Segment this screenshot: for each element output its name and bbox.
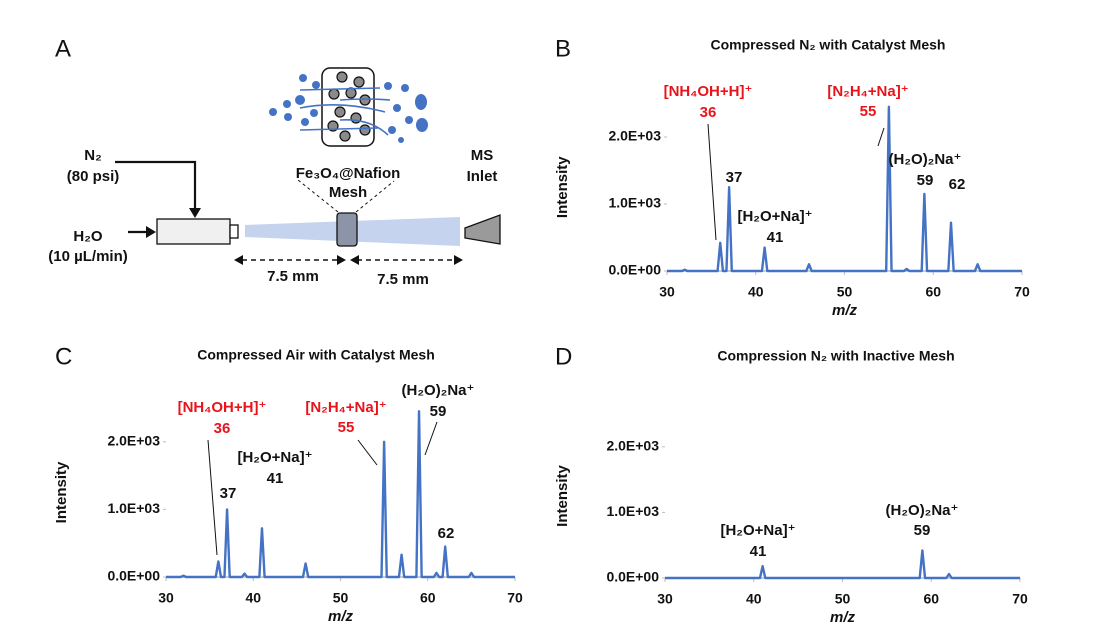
water-label: (10 µL/min): [48, 248, 127, 265]
peak-label: [H₂O+Na]⁺: [720, 522, 795, 539]
peak-label: 41: [267, 470, 284, 487]
zoom-lines: [297, 179, 395, 213]
peak-label: [N₂H₄+Na]⁺: [305, 399, 386, 416]
distance-label: 7.5 mm: [377, 271, 429, 288]
n2-label: (80 psi): [67, 168, 120, 185]
peak-label: [H₂O+Na]⁺: [737, 208, 812, 225]
peak-label: 41: [767, 229, 784, 246]
x-tick-label: 70: [507, 590, 523, 606]
x-tick-label: 60: [420, 590, 436, 606]
x-axis-label: m/z: [328, 608, 354, 625]
peak-label: 55: [860, 103, 877, 120]
y-axis-label: Intensity: [554, 465, 571, 527]
peak-label: [H₂O+Na]⁺: [237, 449, 312, 466]
y-tick-label: 2.0E+03: [107, 433, 160, 449]
peak-label: (H₂O)₂Na⁺: [886, 502, 959, 519]
x-tick-label: 30: [659, 284, 675, 300]
x-tick-label: 40: [748, 284, 764, 300]
x-tick-label: 60: [925, 284, 941, 300]
panel-letter: D: [555, 343, 572, 370]
chart-title: Compressed Air with Catalyst Mesh: [197, 347, 435, 363]
y-tick-label: 2.0E+03: [608, 128, 661, 144]
mesh: [336, 212, 358, 247]
water-label: H₂O: [73, 228, 102, 245]
y-axis-label: Intensity: [53, 461, 70, 523]
peak-label: 59: [430, 403, 447, 420]
panel-letter: C: [55, 343, 72, 370]
leader-line: [707, 123, 717, 241]
peak-label: 62: [438, 525, 455, 542]
leader-line: [357, 439, 378, 466]
spectrum-line: [665, 549, 1020, 580]
distance-label: 7.5 mm: [267, 268, 319, 285]
peak-label: 59: [914, 522, 931, 539]
y-tick-label: 1.0E+03: [606, 503, 659, 519]
ms-inlet: [464, 214, 501, 245]
x-tick-label: 70: [1014, 284, 1030, 300]
peak-label: 41: [750, 543, 767, 560]
peak-label: 62: [949, 176, 966, 193]
inlet-label: Inlet: [467, 168, 498, 185]
droplets: [269, 74, 428, 143]
y-tick-label: 1.0E+03: [107, 500, 160, 516]
peak-label: (H₂O)₂Na⁺: [889, 151, 962, 168]
x-tick-label: 50: [333, 590, 349, 606]
peak-label: 36: [214, 420, 231, 437]
peak-label: 37: [220, 485, 237, 502]
distance-arrowheads: [234, 255, 463, 265]
x-axis-label: m/z: [830, 609, 856, 626]
x-tick-label: 30: [158, 590, 174, 606]
peak-label: [NH₄OH+H]⁺: [664, 83, 753, 100]
peak-label: 55: [338, 419, 355, 436]
x-tick-label: 50: [837, 284, 853, 300]
mesh-label: Fe₃O₄@Nafion: [296, 165, 401, 182]
peak-label: 59: [917, 172, 934, 189]
flow-arrows: [299, 87, 391, 136]
x-tick-label: 30: [657, 591, 673, 607]
chart-title: Compression N₂ with Inactive Mesh: [717, 348, 954, 364]
mesh-label: Mesh: [329, 184, 367, 201]
leader-line: [207, 439, 218, 556]
peak-label: 36: [700, 104, 717, 121]
y-tick-label: 2.0E+03: [606, 438, 659, 454]
catalyst-particles: [327, 71, 371, 142]
leader-line: [877, 127, 885, 147]
x-tick-label: 40: [245, 590, 261, 606]
gas-line: [115, 160, 201, 238]
leader-line: [424, 421, 438, 456]
panel-letter: B: [555, 35, 571, 62]
peak-label: 37: [726, 169, 743, 186]
syringe: [156, 218, 231, 245]
x-tick-label: 70: [1012, 591, 1028, 607]
nozzle: [229, 224, 239, 239]
panel-letter: A: [55, 35, 71, 62]
inlet-label: MS: [471, 147, 494, 164]
chart-title: Compressed N₂ with Catalyst Mesh: [711, 37, 946, 53]
y-tick-label: 1.0E+03: [608, 195, 661, 211]
y-tick-label: 0.0E+00: [606, 569, 659, 585]
x-tick-label: 50: [835, 591, 851, 607]
y-axis-label: Intensity: [554, 156, 571, 218]
y-tick-label: 0.0E+00: [107, 568, 160, 584]
y-tick-label: 0.0E+00: [608, 262, 661, 278]
peak-label: [N₂H₄+Na]⁺: [827, 83, 908, 100]
n2-label: N₂: [84, 147, 102, 164]
spectrum-line: [166, 410, 515, 579]
diagram: A N₂ (80 psi) Fe₃O₄@Nafion Mesh MS Inlet…: [48, 35, 501, 288]
x-tick-label: 40: [746, 591, 762, 607]
peak-label: (H₂O)₂Na⁺: [402, 382, 475, 399]
spectrum-line: [667, 105, 1022, 273]
peak-label: [NH₄OH+H]⁺: [178, 399, 267, 416]
x-axis-label: m/z: [832, 302, 858, 319]
x-tick-label: 60: [923, 591, 939, 607]
